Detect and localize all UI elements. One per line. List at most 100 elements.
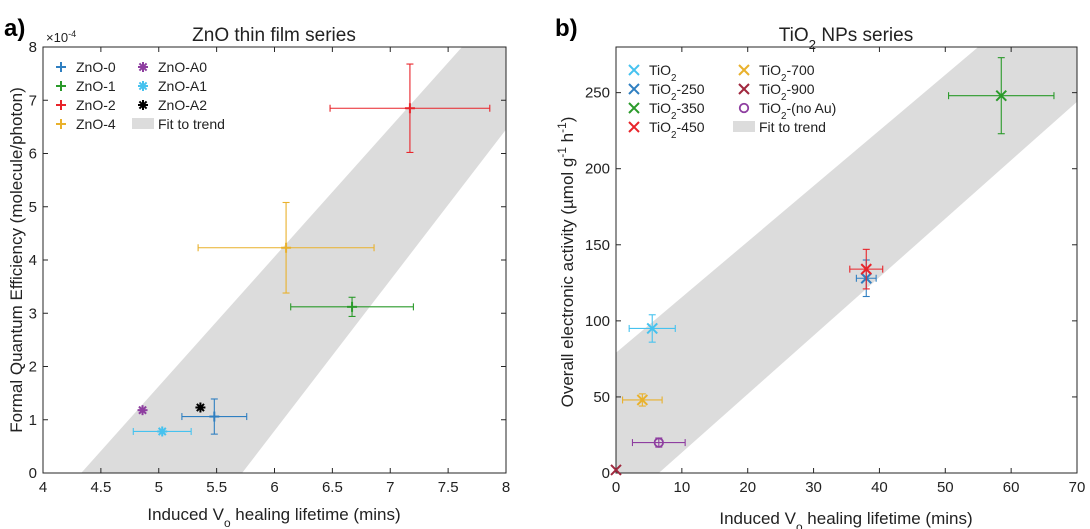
data-point [290, 296, 414, 317]
data-point [628, 314, 676, 343]
data-marker [636, 394, 649, 406]
y-tick-label: 8 [29, 39, 37, 56]
panel-b-title: TiO2 NPs series [779, 25, 913, 52]
y-tick-label: 4 [29, 252, 37, 269]
legend-marker [138, 81, 148, 91]
data-marker [653, 437, 664, 448]
data-marker [646, 322, 658, 335]
panel-a-x-axis-label: Induced Vo healing lifetime (mins) [147, 505, 400, 529]
legend-entry: TiO2 [628, 62, 677, 84]
panel-b: 0 10 20 30 40 50 60 70 0 50 100 150 200 250 TiO2 TiO2-7… [555, 15, 1085, 529]
data-point [197, 201, 375, 294]
data-point [849, 248, 884, 290]
legend-entry: ZnO-A2 [138, 97, 207, 113]
y-tick-label: 5 [29, 199, 37, 216]
legend-marker [738, 83, 750, 95]
x-tick-label: 7 [386, 479, 394, 496]
x-tick-label: 0 [612, 479, 620, 496]
y-tick-label: 3 [29, 305, 37, 322]
x-tick-label: 50 [937, 479, 954, 496]
legend-marker [138, 100, 148, 110]
data-point [622, 393, 663, 407]
plot-area-frame [615, 46, 1078, 474]
legend-label: TiO2-900 [759, 81, 815, 103]
x-tick-label: 4 [39, 479, 47, 496]
legend-marker [56, 62, 66, 72]
x-tick-label: 4.5 [90, 479, 111, 496]
legend-entry: TiO2-450 [628, 119, 705, 141]
x-tick-label: 40 [871, 479, 888, 496]
legend-entry: TiO2-(no Au) [738, 100, 836, 122]
y-tick-label: 150 [585, 237, 610, 254]
legend-entry: ZnO-4 [56, 116, 116, 132]
panel-a-y-axis-label: Formal Quantum Efficiency (molecule/phot… [7, 87, 26, 433]
y-tick-label: 0 [602, 465, 610, 482]
data-marker [610, 464, 622, 476]
data-point [137, 405, 148, 416]
x-tick-label: 10 [674, 479, 691, 496]
legend-marker [738, 64, 750, 76]
x-tick-label: 5.5 [206, 479, 227, 496]
legend-label: ZnO-A0 [158, 59, 207, 75]
panel-a-y-multiplier: ×10-4 [46, 29, 76, 45]
legend-entry: ZnO-1 [56, 78, 116, 94]
legend-label: TiO2-250 [649, 81, 705, 103]
legend-label: ZnO-A1 [158, 78, 207, 94]
y-tick-label: 7 [29, 92, 37, 109]
y-tick-label: 200 [585, 161, 610, 178]
fit-trend-band [616, 47, 1077, 473]
x-tick-label: 60 [1003, 479, 1020, 496]
legend-label: ZnO-1 [76, 78, 116, 94]
legend-marker [138, 62, 148, 72]
x-tick-label: 6 [270, 479, 278, 496]
y-tick-label: 1 [29, 412, 37, 429]
x-tick-label: 5 [155, 479, 163, 496]
legend-label: ZnO-4 [76, 116, 116, 132]
legend-label: TiO2-700 [759, 62, 815, 84]
y-tick-label: 6 [29, 146, 37, 163]
data-marker [860, 263, 872, 275]
legend-label: ZnO-A2 [158, 97, 207, 113]
x-tick-label: 7.5 [438, 479, 459, 496]
legend-entry: ZnO-0 [56, 59, 116, 75]
panel-b-x-axis-label: Induced Vo healing lifetime (mins) [719, 509, 972, 529]
legend-marker [628, 83, 640, 95]
legend-entry: TiO2-900 [738, 81, 815, 103]
data-point [181, 398, 248, 435]
y-tick-label: 50 [593, 389, 610, 406]
legend-marker [738, 102, 750, 114]
data-point [195, 402, 206, 413]
data-point [631, 437, 686, 448]
legend-swatch-band [733, 121, 755, 132]
data-marker [347, 301, 358, 312]
data-marker [137, 405, 148, 416]
x-tick-label: 70 [1069, 479, 1086, 496]
y-tick-label: 2 [29, 359, 37, 376]
data-marker [404, 103, 415, 114]
data-point [329, 63, 491, 153]
data-point [132, 426, 192, 437]
panel-b-label: b) [555, 15, 578, 42]
legend-entry: ZnO-2 [56, 97, 116, 113]
data-marker [209, 411, 220, 422]
legend-entry: TiO2-250 [628, 81, 705, 103]
legend-entry: TiO2-350 [628, 100, 705, 122]
legend-label: Fit to trend [158, 116, 225, 132]
legend-label: ZnO-0 [76, 59, 116, 75]
legend-label: TiO2 [649, 62, 677, 84]
legend-entry: Fit to trend [132, 116, 225, 132]
legend-entry: ZnO-A1 [138, 78, 207, 94]
data-marker [157, 426, 168, 437]
data-marker [281, 242, 292, 253]
y-tick-label: 250 [585, 85, 610, 102]
panel-a-title: ZnO thin film series [192, 25, 356, 46]
y-tick-label: 100 [585, 313, 610, 330]
data-marker [195, 402, 206, 413]
legend-marker [56, 81, 66, 91]
data-marker [995, 89, 1007, 102]
legend-label: Fit to trend [759, 119, 826, 135]
legend-entry: ZnO-A0 [138, 59, 207, 75]
